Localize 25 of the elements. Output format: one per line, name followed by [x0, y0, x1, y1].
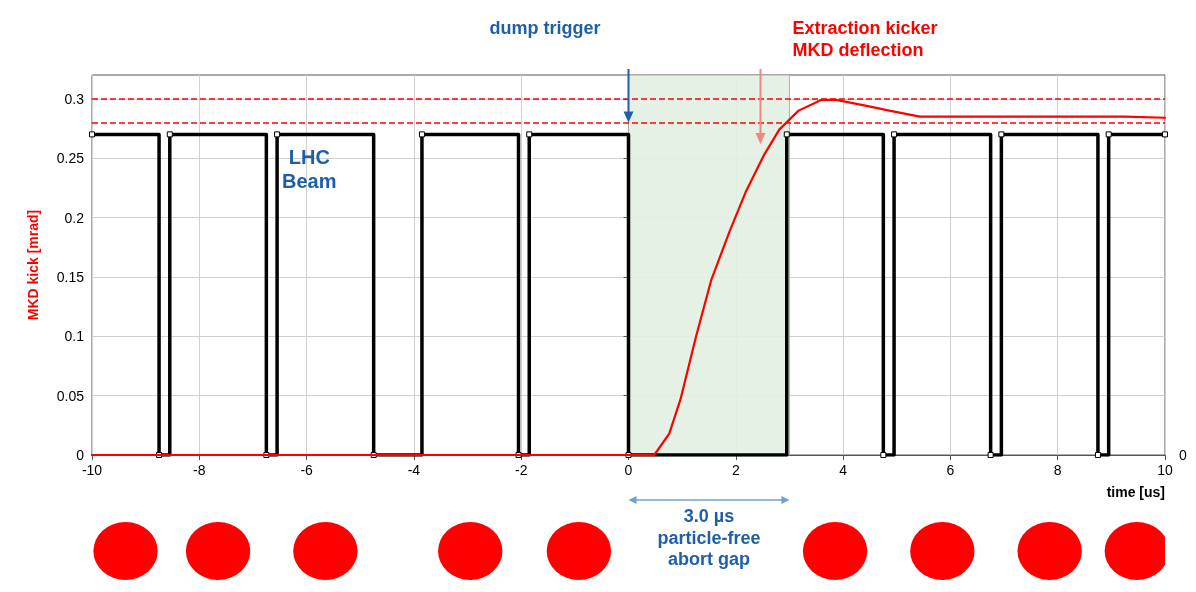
y-tick-label: 0 — [76, 447, 85, 463]
y-tick-label: 0.2 — [64, 209, 85, 226]
x-tick-label: -10 — [81, 462, 103, 478]
x-tick-label: 6 — [946, 462, 955, 478]
x-tick-label: 4 — [839, 462, 848, 478]
y-axis-title: MKD kick [mrad] — [25, 209, 41, 321]
x-tick-label: 10 — [1157, 462, 1173, 478]
y-tick-label: 0.1 — [64, 328, 85, 345]
x-tick-label: 8 — [1053, 462, 1062, 478]
x-tick-label: 0 — [624, 462, 633, 478]
x-tick-label: -8 — [193, 462, 206, 478]
y-tick-label: 0.25 — [56, 150, 85, 167]
x-axis-title: time [us] — [1106, 484, 1165, 500]
annotation: LHC Beam — [282, 146, 337, 193]
x-tick-label: 2 — [731, 462, 740, 478]
text: Extraction kicker MKD deflection — [792, 18, 938, 60]
band-label: 3.0 µs particle-free abort gap — [657, 506, 761, 570]
x-tick-label: -6 — [300, 462, 314, 478]
x-tick-label: -4 — [407, 462, 421, 478]
y-tick-label: 0.05 — [56, 387, 85, 404]
text: dump trigger — [489, 18, 601, 38]
text: 0 — [1179, 447, 1188, 463]
x-tick-label: -2 — [514, 462, 528, 478]
y-tick-label: 0.3 — [64, 90, 85, 107]
y-tick-label: 0.15 — [56, 268, 85, 285]
